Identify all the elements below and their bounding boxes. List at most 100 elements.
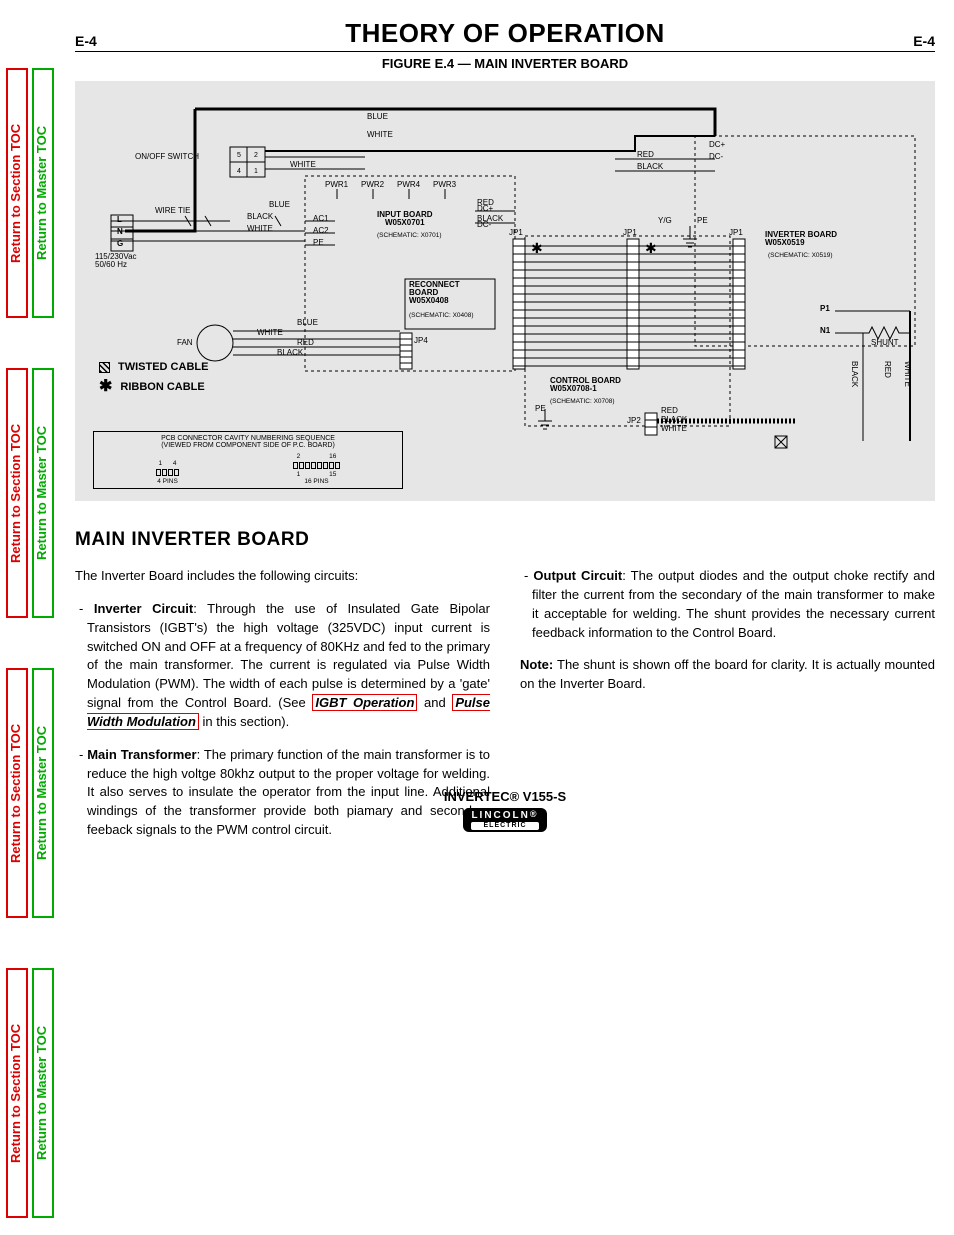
return-master-toc-link[interactable]: Return to Master TOC: [32, 368, 54, 618]
g-label: G: [117, 240, 123, 248]
tab-pair-2: Return to Section TOC Return to Master T…: [6, 368, 56, 618]
page-title: THEORY OF OPERATION: [345, 18, 665, 49]
fan-label: FAN: [177, 339, 193, 347]
svg-text:✱: ✱: [531, 240, 543, 256]
wire-label: BLACK: [247, 213, 273, 221]
dcplus-label: DC+: [709, 141, 725, 149]
ac1-label: AC1: [313, 215, 329, 223]
transformer-label: Main Transformer: [87, 747, 196, 762]
pwr-label: PWR2: [361, 181, 384, 189]
return-master-toc-link[interactable]: Return to Master TOC: [32, 68, 54, 318]
page-header: E-4 THEORY OF OPERATION E-4: [75, 18, 935, 52]
tab-pair-1: Return to Section TOC Return to Master T…: [6, 68, 56, 318]
return-master-toc-link[interactable]: Return to Master TOC: [32, 668, 54, 918]
inverter-label: Inverter Circuit: [94, 601, 193, 616]
svg-text:4: 4: [237, 168, 241, 175]
ribbon-cable-legend: ✱ RIBBON CABLE: [99, 381, 205, 393]
return-master-toc-link[interactable]: Return to Master TOC: [32, 968, 54, 1218]
igbt-operation-link[interactable]: IGBT Operation: [312, 694, 417, 711]
wire-label: BLACK: [637, 163, 663, 171]
inverter-text-b: and: [417, 695, 452, 710]
intro-text: The Inverter Board includes the followin…: [75, 567, 490, 586]
svg-text:1: 1: [254, 168, 258, 175]
pe-label: PE: [313, 239, 324, 247]
twisted-icon: [99, 362, 110, 373]
footer-model: INVERTEC® V155-S: [75, 789, 935, 804]
inverter-text-c: in this section).: [199, 714, 289, 729]
wire-label: BLUE: [297, 319, 318, 327]
jp2-label: JP2: [627, 417, 641, 425]
reconnect-board-sub: (SCHEMATIC: X0408): [409, 313, 474, 320]
wire-label: WHITE: [247, 225, 273, 233]
shunt-label: SHUNT: [871, 339, 899, 347]
pe-label: PE: [535, 405, 546, 413]
ribbon-label: RIBBON CABLE: [120, 381, 204, 393]
return-section-toc-link[interactable]: Return to Section TOC: [6, 368, 28, 618]
control-board-label: CONTROL BOARD W05X0708-1: [550, 377, 621, 393]
dcminus-label: DC-: [477, 221, 491, 229]
pwr-label: PWR4: [397, 181, 420, 189]
lincoln-logo: LINCOLN® ELECTRIC: [463, 808, 546, 832]
inverter-circuit-para: Inverter Circuit: Through the use of Ins…: [75, 600, 490, 732]
note-label: Note:: [520, 657, 553, 672]
svg-text:✱: ✱: [645, 240, 657, 256]
pins4-block: 1 4 4 PINS: [156, 460, 179, 485]
wire-label: BLUE: [367, 113, 388, 121]
p1-label: P1: [820, 305, 830, 313]
wiretie-label: WIRE TIE: [155, 207, 190, 215]
wire-label: WHITE: [367, 131, 393, 139]
section-title: MAIN INVERTER BOARD: [75, 529, 935, 551]
twisted-cable-legend: TWISTED CABLE: [99, 361, 208, 373]
return-section-toc-link[interactable]: Return to Section TOC: [6, 68, 28, 318]
return-section-toc-link[interactable]: Return to Section TOC: [6, 668, 28, 918]
wire-label: WHITE: [661, 425, 687, 433]
return-section-toc-link[interactable]: Return to Section TOC: [6, 968, 28, 1218]
tab-pair-4: Return to Section TOC Return to Master T…: [6, 968, 56, 1218]
inverter-text-a: : Through the use of Insulated Gate Bipo…: [87, 601, 490, 710]
svg-text:2: 2: [254, 152, 258, 159]
schematic-figure: 5 2 4 1: [75, 81, 935, 501]
input-board-label: INPUT BOARD W05X0701: [377, 211, 433, 227]
registered-icon: ®: [530, 809, 539, 819]
l-label: L: [117, 216, 122, 224]
tab-pair-3: Return to Section TOC Return to Master T…: [6, 668, 56, 918]
note-text: The shunt is shown off the board for cla…: [520, 657, 935, 691]
pwr-label: PWR1: [325, 181, 348, 189]
dcplus-label: DC+: [477, 205, 493, 213]
pe-label: PE: [697, 217, 708, 225]
ac2-label: AC2: [313, 227, 329, 235]
dcminus-label: DC-: [709, 153, 723, 161]
control-board-sub: (SCHEMATIC: X0708): [550, 399, 615, 406]
wire-label: BLACK: [277, 349, 303, 357]
wire-label: WHITE: [257, 329, 283, 337]
wire-label: BLACK: [661, 416, 687, 424]
wire-label: RED: [883, 361, 891, 378]
twisted-label: TWISTED CABLE: [118, 361, 208, 373]
side-tabs-container: Return to Section TOC Return to Master T…: [0, 0, 60, 1235]
pins16-block: 2 16 1 15 16 PINS: [293, 453, 340, 485]
input-board-sub: (SCHEMATIC: X0701): [377, 233, 442, 240]
figure-caption: FIGURE E.4 — MAIN INVERTER BOARD: [75, 56, 935, 71]
logo-bottom: ELECTRIC: [471, 822, 538, 830]
reconnect-board-label: RECONNECT BOARD W05X0408: [409, 281, 460, 305]
pcb-legend-box: PCB CONNECTOR CAVITY NUMBERING SEQUENCE …: [93, 431, 403, 489]
jp1-label: JP1: [509, 229, 523, 237]
wire-label: WHITE: [290, 161, 316, 169]
note-para: Note: The shunt is shown off the board f…: [520, 656, 935, 694]
wire-label: RED: [637, 151, 654, 159]
page-number-right: E-4: [913, 33, 935, 49]
jp4-label: JP4: [414, 337, 428, 345]
wire-label: RED: [661, 407, 678, 415]
jp1-label: JP1: [729, 229, 743, 237]
yg-label: Y/G: [658, 217, 672, 225]
onoff-label: ON/OFF SWITCH: [135, 153, 199, 161]
wire-label: RED: [297, 339, 314, 347]
page-number-left: E-4: [75, 33, 97, 49]
pcb-note: PCB CONNECTOR CAVITY NUMBERING SEQUENCE …: [99, 435, 397, 449]
wire-label: BLACK: [850, 361, 858, 387]
n1-label: N1: [820, 327, 830, 335]
wire-label: WHITE: [903, 361, 911, 387]
output-para: Output Circuit: The output diodes and th…: [520, 567, 935, 642]
svg-text:5: 5: [237, 152, 241, 159]
jp1-label: JP1: [623, 229, 637, 237]
